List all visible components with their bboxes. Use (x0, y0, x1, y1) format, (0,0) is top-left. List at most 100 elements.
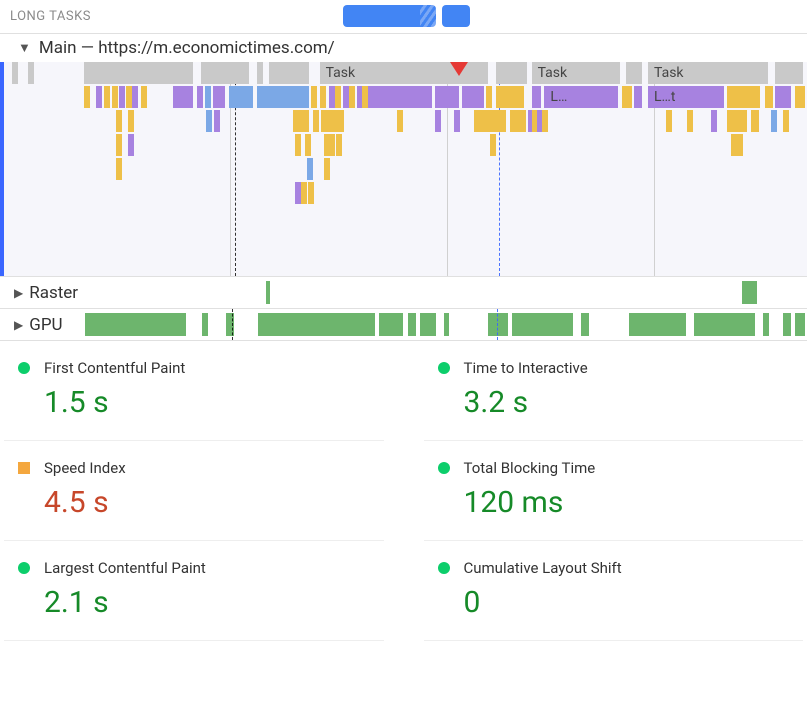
gpu-block[interactable] (694, 313, 755, 336)
flame-block[interactable] (727, 86, 761, 108)
flame-block[interactable] (213, 86, 225, 108)
flame-block[interactable]: Task (648, 62, 768, 84)
flame-block[interactable] (336, 134, 342, 156)
flame-block[interactable] (474, 110, 506, 132)
flame-block[interactable] (313, 110, 319, 132)
flame-block[interactable] (201, 62, 249, 84)
flame-block[interactable] (435, 110, 441, 132)
gpu-block[interactable] (795, 313, 805, 336)
raster-block[interactable] (266, 281, 270, 304)
flame-block[interactable] (116, 134, 122, 156)
flame-block[interactable] (737, 134, 743, 156)
flame-block[interactable] (96, 86, 102, 108)
flame-block[interactable] (486, 86, 492, 108)
gpu-block[interactable] (629, 313, 685, 336)
raster-row[interactable]: ▶ Raster (0, 277, 807, 309)
flame-block[interactable] (454, 110, 460, 132)
flame-block[interactable] (84, 62, 192, 84)
flame-block[interactable] (12, 62, 18, 84)
flame-block[interactable] (775, 86, 791, 108)
gpu-block[interactable] (444, 313, 449, 336)
gpu-block[interactable] (488, 313, 508, 336)
gpu-block[interactable] (512, 313, 573, 336)
flame-block[interactable] (257, 62, 263, 84)
flame-block[interactable] (205, 86, 211, 108)
flame-block[interactable] (727, 110, 747, 132)
flame-block[interactable] (112, 86, 118, 108)
gpu-block[interactable] (420, 313, 436, 336)
flame-block[interactable] (496, 86, 524, 108)
flame-chart[interactable]: TaskTaskTaskL…L…t (0, 62, 807, 276)
flame-block[interactable] (116, 158, 122, 180)
flame-block[interactable] (197, 86, 203, 108)
flame-block[interactable] (126, 86, 132, 108)
flame-block[interactable]: L…t (648, 86, 724, 108)
flame-block[interactable] (435, 86, 459, 108)
flame-block[interactable] (104, 86, 110, 108)
flame-block[interactable] (711, 110, 717, 132)
flame-block[interactable]: L… (544, 86, 618, 108)
long-task-bar-hatched[interactable] (420, 5, 436, 27)
flame-block[interactable] (311, 86, 317, 108)
flame-block[interactable] (335, 86, 341, 108)
gpu-row[interactable]: ▶ GPU (0, 309, 807, 341)
flame-block[interactable] (368, 86, 432, 108)
flame-block[interactable] (622, 86, 632, 108)
raster-block[interactable] (742, 281, 757, 304)
gpu-block[interactable] (258, 313, 375, 336)
gpu-block[interactable] (85, 313, 186, 336)
flame-block[interactable] (116, 110, 122, 132)
flame-block[interactable] (320, 86, 326, 108)
flame-block[interactable] (173, 86, 193, 108)
flame-block[interactable] (308, 182, 314, 204)
flame-block[interactable] (542, 110, 548, 132)
flame-block[interactable] (119, 86, 125, 108)
flame-block[interactable] (397, 110, 403, 132)
flame-block[interactable] (666, 110, 672, 132)
long-task-bar[interactable] (442, 5, 470, 27)
flame-block[interactable] (490, 134, 496, 156)
flame-block[interactable] (214, 110, 220, 132)
long-task-bar[interactable] (343, 5, 420, 27)
main-thread-header[interactable]: ▼ Main — https://m.economictimes.com/ (0, 34, 807, 62)
flame-block[interactable] (462, 86, 484, 108)
flame-block[interactable] (343, 86, 349, 108)
flame-block[interactable] (532, 86, 542, 108)
flame-block[interactable] (28, 62, 34, 84)
flame-block[interactable] (307, 158, 313, 180)
flame-block[interactable] (783, 110, 789, 132)
flame-block[interactable] (765, 86, 773, 108)
flame-block[interactable] (84, 86, 90, 108)
flame-block[interactable] (687, 110, 693, 132)
flame-block[interactable] (128, 134, 134, 156)
gpu-block[interactable] (408, 313, 416, 336)
gpu-block[interactable] (783, 313, 791, 336)
flame-block[interactable] (795, 86, 805, 108)
flame-block[interactable] (731, 134, 737, 156)
flame-block[interactable] (324, 158, 330, 180)
flame-block[interactable] (293, 110, 309, 132)
gpu-block[interactable] (763, 313, 769, 336)
flame-block[interactable] (295, 134, 301, 156)
gpu-block[interactable] (202, 313, 208, 336)
gpu-block[interactable] (379, 313, 403, 336)
flame-block[interactable] (269, 62, 309, 84)
flame-block[interactable]: Task (532, 62, 620, 84)
flame-block[interactable] (626, 62, 642, 84)
flame-block[interactable] (771, 110, 777, 132)
flame-block[interactable] (510, 110, 526, 132)
flame-block[interactable] (128, 110, 134, 132)
flame-block[interactable] (751, 110, 759, 132)
flame-block[interactable] (349, 86, 355, 108)
flame-block[interactable] (775, 62, 803, 84)
flame-block[interactable] (305, 134, 311, 156)
flame-block[interactable] (321, 110, 343, 132)
flame-block[interactable] (206, 110, 212, 132)
flame-block[interactable] (257, 86, 309, 108)
flame-block[interactable] (132, 86, 138, 108)
flame-block[interactable] (634, 86, 642, 108)
flame-block[interactable] (141, 86, 147, 108)
flame-block[interactable] (496, 62, 527, 84)
gpu-block[interactable] (581, 313, 589, 336)
flame-block[interactable] (301, 182, 307, 204)
